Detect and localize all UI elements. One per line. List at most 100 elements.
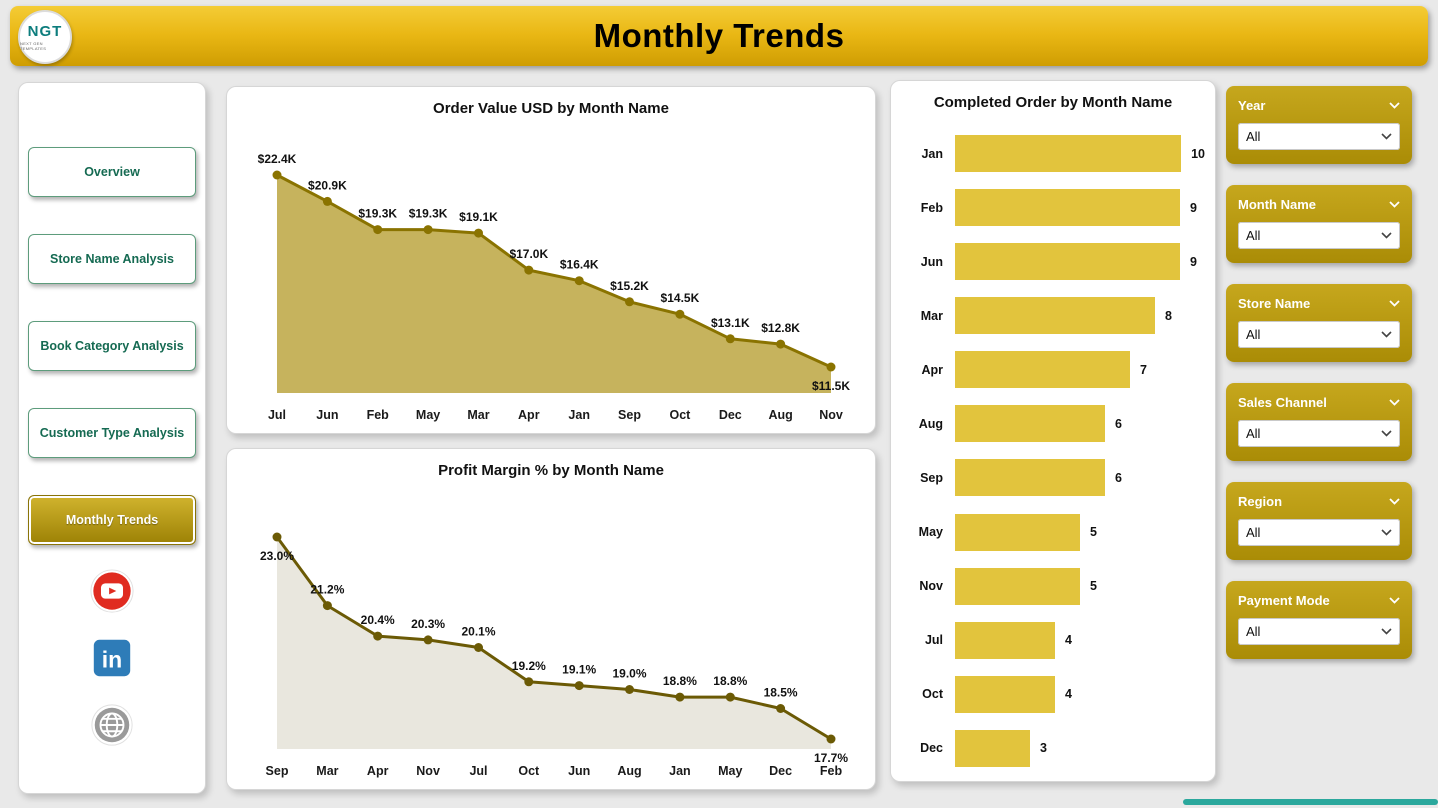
horizontal-scrollbar[interactable]: [1183, 799, 1438, 805]
svg-text:Jun: Jun: [316, 408, 338, 422]
bar[interactable]: [955, 297, 1155, 335]
svg-text:in: in: [102, 647, 122, 673]
svg-text:Aug: Aug: [768, 408, 792, 422]
filter-dropdown-month-name[interactable]: All: [1238, 222, 1400, 249]
svg-text:Dec: Dec: [719, 408, 742, 422]
filter-title: Sales Channel: [1238, 395, 1327, 410]
svg-text:$11.5K: $11.5K: [812, 379, 850, 393]
chevron-down-icon: [1381, 430, 1392, 437]
sidebar-item-overview[interactable]: Overview: [28, 147, 196, 197]
linkedin-icon[interactable]: in: [89, 635, 135, 681]
filter-dropdown-year[interactable]: All: [1238, 123, 1400, 150]
svg-text:Dec: Dec: [769, 764, 792, 778]
svg-text:Oct: Oct: [669, 408, 691, 422]
chevron-down-icon: [1381, 133, 1392, 140]
chevron-down-icon: [1381, 628, 1392, 635]
bar-row: Jun 9: [905, 243, 1205, 281]
bar[interactable]: [955, 621, 1055, 659]
bar[interactable]: [955, 405, 1105, 443]
bar-row: Mar 8: [905, 297, 1205, 335]
svg-text:Oct: Oct: [518, 764, 540, 778]
logo-text: NGT: [27, 23, 63, 40]
chevron-down-icon[interactable]: [1389, 498, 1400, 505]
bar-row: May 5: [905, 513, 1205, 551]
filter-dropdown-region[interactable]: All: [1238, 519, 1400, 546]
chevron-down-icon[interactable]: [1389, 597, 1400, 604]
bar-category-label: Nov: [919, 579, 943, 594]
svg-text:19.1%: 19.1%: [562, 663, 596, 677]
bar-value-label: 5: [1090, 579, 1097, 594]
bar[interactable]: [955, 243, 1180, 281]
bar-value-label: 9: [1190, 254, 1197, 269]
bar-row: Dec 3: [905, 729, 1205, 767]
area-chart-svg: 23.0% 21.2% 20.4% 20.3% 20.1% 19.2% 19.1% 19.0%…: [260, 532, 848, 778]
bar[interactable]: [955, 675, 1055, 713]
svg-text:18.5%: 18.5%: [764, 686, 798, 700]
chevron-down-icon[interactable]: [1389, 102, 1400, 109]
bar-value-label: 7: [1140, 362, 1147, 377]
bar[interactable]: [955, 459, 1105, 497]
chart-title-completed-orders: Completed Order by Month Name: [933, 94, 1173, 111]
svg-text:17.7%: 17.7%: [814, 751, 848, 765]
filter-sales-channel: Sales Channel All: [1226, 383, 1412, 461]
bar-track: 3: [955, 729, 1205, 767]
filter-year: Year All: [1226, 86, 1412, 164]
bar[interactable]: [955, 351, 1130, 389]
bar-track: 9: [955, 243, 1205, 281]
svg-text:Jun: Jun: [568, 764, 590, 778]
svg-text:Nov: Nov: [819, 408, 843, 422]
web-icon[interactable]: [89, 702, 135, 748]
bar-track: 6: [955, 459, 1205, 497]
bar[interactable]: [955, 513, 1080, 551]
sidebar-nav: Overview Store Name Analysis Book Category…: [19, 83, 205, 545]
chart-title-profit-margin: Profit Margin % by Month Name: [438, 462, 664, 479]
profit-margin-chart-panel: Profit Margin % by Month Name 23.0% 21.2%…: [226, 448, 876, 790]
bar-value-label: 6: [1115, 470, 1122, 485]
bar-row: Sep 6: [905, 459, 1205, 497]
bar[interactable]: [955, 135, 1182, 172]
chevron-down-icon: [1381, 529, 1392, 536]
bar-value-label: 9: [1190, 200, 1197, 215]
chevron-down-icon[interactable]: [1389, 300, 1400, 307]
youtube-icon[interactable]: [89, 568, 135, 614]
bar-category-label: Oct: [922, 687, 943, 702]
svg-text:$20.9K: $20.9K: [308, 178, 347, 192]
sidebar-item-monthly-trends[interactable]: Monthly Trends: [28, 495, 196, 545]
filter-dropdown-sales-channel[interactable]: All: [1238, 420, 1400, 447]
order-value-area-chart: $22.4K $20.9K $19.3K $19.3K $19.1K $17.0K $16.…: [239, 129, 863, 427]
svg-text:May: May: [718, 764, 742, 778]
chevron-down-icon[interactable]: [1389, 399, 1400, 406]
svg-text:18.8%: 18.8%: [663, 674, 697, 688]
page-title: Monthly Trends: [593, 17, 845, 54]
sidebar-item-store-name-analysis[interactable]: Store Name Analysis: [28, 234, 196, 284]
chevron-down-icon: [1381, 331, 1392, 338]
bar[interactable]: [955, 729, 1030, 767]
bar-row: Jul 4: [905, 621, 1205, 659]
sidebar-item-book-category-analysis[interactable]: Book Category Analysis: [28, 321, 196, 371]
filter-dropdown-payment-mode[interactable]: All: [1238, 618, 1400, 645]
svg-text:20.1%: 20.1%: [461, 625, 495, 639]
bar-track: 6: [955, 405, 1205, 443]
sidebar-item-customer-type-analysis[interactable]: Customer Type Analysis: [28, 408, 196, 458]
svg-text:Mar: Mar: [316, 764, 338, 778]
bar-track: 7: [955, 351, 1205, 389]
svg-text:$19.3K: $19.3K: [409, 207, 448, 221]
bar-category-label: Aug: [918, 416, 943, 431]
bar[interactable]: [955, 567, 1080, 605]
chevron-down-icon[interactable]: [1389, 201, 1400, 208]
filter-panel: Year All Month Name All Store Name: [1226, 86, 1412, 659]
bar[interactable]: [955, 189, 1180, 227]
area-chart-svg: $22.4K $20.9K $19.3K $19.3K $19.1K $17.0K $16.…: [258, 152, 851, 422]
svg-text:20.3%: 20.3%: [411, 617, 445, 631]
bar-category-label: Sep: [920, 470, 943, 485]
svg-text:Jul: Jul: [268, 408, 286, 422]
filter-selected-value: All: [1246, 129, 1261, 144]
filter-dropdown-store-name[interactable]: All: [1238, 321, 1400, 348]
bar-track: 5: [955, 513, 1205, 551]
bar-value-label: 3: [1040, 741, 1047, 756]
bar-value-label: 6: [1115, 416, 1122, 431]
bar-category-label: Mar: [920, 308, 943, 323]
svg-text:$19.3K: $19.3K: [358, 207, 397, 221]
profit-margin-area-chart: 23.0% 21.2% 20.4% 20.3% 20.1% 19.2% 19.1% 19.0%…: [239, 491, 863, 783]
bar-value-label: 4: [1065, 687, 1072, 702]
